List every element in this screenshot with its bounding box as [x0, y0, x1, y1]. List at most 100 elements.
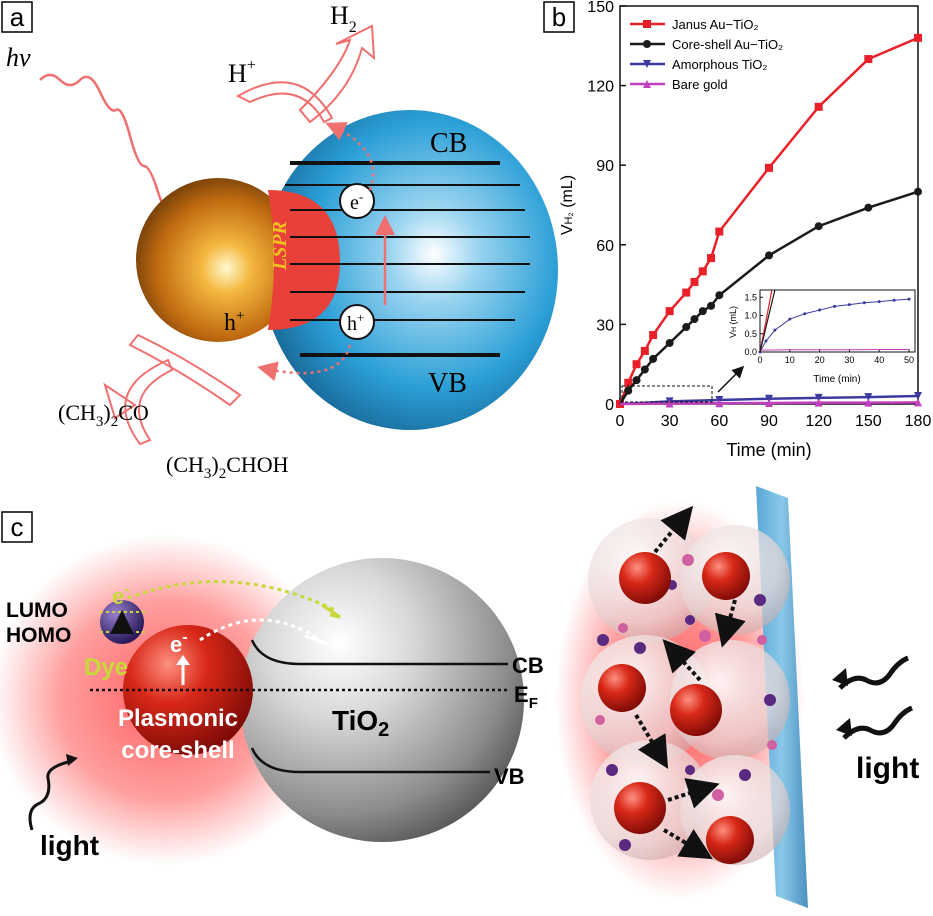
inset-x-tick-label: 30 — [844, 355, 854, 365]
h-reduction-arrow-body — [235, 81, 334, 124]
dye-dot — [685, 765, 695, 775]
data-point — [814, 222, 823, 231]
data-point — [765, 394, 773, 403]
light-squiggle-right-1-head — [832, 668, 848, 686]
flow-arrow — [667, 778, 720, 809]
inset-y-tick-label: 0.5 — [744, 329, 757, 339]
light-wave-arrow — [39, 73, 195, 210]
data-point — [643, 60, 651, 68]
y-tick-label: 120 — [587, 79, 614, 96]
panel-a: a hv LSPR CB VB e- h+ — [1, 1, 558, 482]
inset-point — [907, 297, 911, 301]
inset-point — [877, 300, 881, 304]
data-point — [665, 307, 674, 316]
h-plus-label: H+ — [228, 57, 256, 88]
x-tick-label: 30 — [661, 413, 679, 430]
light-squiggle-left-head — [66, 754, 78, 766]
dye-dot — [739, 769, 751, 781]
electron-circle — [339, 183, 375, 219]
data-point — [864, 203, 873, 212]
plasmonic-core — [702, 552, 750, 600]
inset-point — [773, 328, 777, 332]
inset-point — [764, 339, 768, 343]
panel-b: b 0 30 60 90 120 150 0 30 60 90 120 150 180 Time (m… — [543, 0, 931, 460]
inset-x-tick-label: 20 — [815, 355, 825, 365]
data-point — [814, 393, 823, 402]
data-point — [715, 291, 724, 300]
data-point — [665, 338, 674, 347]
vb-label: VB — [428, 368, 467, 399]
dye-dot — [682, 554, 694, 566]
isopropanol-label: (CH3)2CHOH — [166, 452, 289, 482]
dye-electron-label: e- — [112, 581, 130, 609]
data-point — [632, 360, 641, 369]
y-tick-label: 150 — [587, 0, 614, 16]
data-point — [914, 398, 922, 407]
data-point — [715, 399, 724, 408]
dye-dot — [699, 630, 711, 642]
dye-label: Dye — [84, 654, 128, 681]
inset-point — [862, 301, 866, 305]
plasmonic-core — [614, 782, 666, 834]
acetone-label: (CH3)2CO — [58, 400, 149, 430]
data-point — [814, 102, 823, 111]
cb-label: CB — [430, 128, 467, 159]
light-label-left: light — [40, 830, 99, 861]
plasmonic-core — [598, 664, 646, 712]
data-point — [649, 331, 658, 340]
y-tick-label: 30 — [596, 317, 614, 334]
inset-x-tick-label: 10 — [785, 355, 795, 365]
vb-label-c: VB — [494, 764, 525, 789]
series-group — [616, 33, 922, 408]
cb-label-c: CB — [512, 653, 544, 678]
dye-dot — [606, 764, 618, 776]
electron-transfer-arrow — [325, 122, 375, 191]
core-electron-transfer-arrow — [199, 618, 321, 642]
data-point — [624, 378, 633, 387]
oxidation-arrowhead-left — [103, 382, 137, 420]
electron-label: e- — [350, 189, 363, 214]
dye-dot — [685, 615, 695, 625]
data-point — [649, 354, 658, 363]
panel-c-label-box — [1, 511, 33, 543]
inset-y-tick-label: 1.0 — [744, 311, 757, 321]
flow-arrow — [662, 828, 713, 860]
core-excitation-arrowhead — [176, 655, 190, 665]
inset-x-tick-label: 50 — [904, 355, 914, 365]
oxidation-arrow-left — [124, 358, 174, 446]
light-squiggle-right-2 — [842, 705, 914, 740]
inset-x-tick-label: 0 — [757, 355, 762, 365]
dye-dot — [712, 789, 724, 801]
cb-line — [250, 639, 508, 666]
plasmonic-label-line2: core-shell — [121, 737, 234, 764]
data-point — [698, 267, 707, 276]
dye-dot — [767, 740, 777, 750]
ef-label: EF — [514, 682, 538, 712]
dye-dot — [619, 839, 631, 851]
vb-line — [250, 747, 490, 774]
dye-dot — [764, 694, 776, 706]
data-point — [690, 315, 699, 324]
homo-label: HOMO — [6, 624, 71, 647]
inset-x-label: Time (min) — [813, 374, 860, 385]
hole-label: h+ — [347, 310, 364, 335]
data-point — [682, 288, 691, 297]
y-tick-label: 90 — [596, 158, 614, 175]
data-point — [765, 251, 773, 260]
dye-transfer-arrowhead — [321, 603, 341, 619]
series — [619, 398, 922, 408]
data-point — [914, 392, 922, 401]
zoom-box — [621, 385, 713, 403]
legend-entry: Amorphous TiO₂ — [672, 57, 767, 72]
inset-point — [833, 304, 837, 308]
legend-entry: Bare gold — [672, 77, 728, 92]
inset-y-label: VH (mL) — [728, 306, 738, 338]
dye-dot — [634, 642, 646, 654]
flow-arrow — [634, 713, 669, 769]
data-point — [640, 346, 649, 355]
x-tick-label: 150 — [855, 413, 882, 430]
data-point — [814, 398, 823, 407]
inset-series — [758, 289, 911, 354]
lumo-label: LUMO — [6, 599, 68, 622]
